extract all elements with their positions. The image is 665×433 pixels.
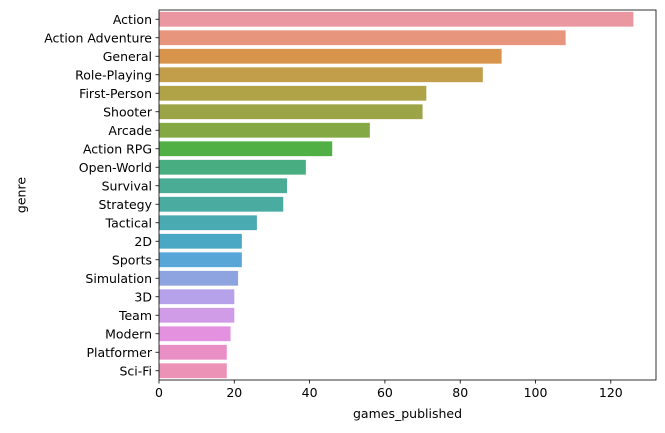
y-tick-label: Action RPG: [83, 141, 152, 156]
x-tick-label: 20: [226, 385, 242, 400]
x-tick-label: 40: [302, 385, 318, 400]
y-tick-labels: Action Action Adventure General Role-Playin…: [44, 12, 159, 378]
y-tick-label: Open-World: [79, 160, 152, 175]
bar-role-playing: [159, 67, 483, 83]
y-tick-label: Shooter: [103, 104, 153, 119]
y-tick-label: Sports: [112, 252, 152, 267]
y-tick-label: Team: [118, 308, 152, 323]
bar-platformer: [159, 344, 227, 360]
bar-sci-fi: [159, 363, 227, 379]
x-tick-label: 100: [524, 385, 548, 400]
bar-general: [159, 48, 502, 64]
axes-frame: [158, 9, 657, 381]
y-tick-label: Survival: [102, 178, 152, 193]
x-tick-label: 60: [377, 385, 393, 400]
y-tick-label: 2D: [134, 234, 152, 249]
bar-strategy: [159, 196, 284, 212]
y-tick-label: Action Adventure: [44, 30, 152, 45]
bar-first-person: [159, 85, 427, 101]
y-tick-label: Modern: [105, 326, 152, 341]
bar-survival: [159, 178, 288, 194]
bar-arcade: [159, 122, 370, 138]
y-tick-label: Platformer: [86, 345, 152, 360]
x-axis-label: games_published: [353, 406, 462, 421]
bar-action-adventure: [159, 30, 566, 46]
y-tick-label: General: [103, 49, 152, 64]
y-tick-label: Strategy: [98, 197, 152, 212]
bar-simulation: [159, 270, 239, 286]
x-tick-label: 0: [155, 385, 163, 400]
bars-group: [159, 11, 634, 379]
bar-team: [159, 307, 235, 323]
y-tick-label: Simulation: [85, 271, 152, 286]
bar-2d: [159, 233, 242, 249]
bar-modern: [159, 326, 231, 342]
y-tick-label: First-Person: [79, 86, 152, 101]
y-axis-label: genre: [14, 177, 29, 213]
y-tick-label: Arcade: [108, 123, 152, 138]
bar-tactical: [159, 215, 257, 231]
bar-action-rpg: [159, 141, 333, 157]
x-ticks: 0 20 40 60 80 100 120: [155, 380, 623, 400]
bar-shooter: [159, 104, 423, 120]
y-tick-label: 3D: [134, 289, 152, 304]
y-tick-label: Sci-Fi: [119, 363, 152, 378]
x-tick-label: 80: [452, 385, 468, 400]
y-tick-label: Tactical: [105, 215, 152, 230]
y-tick-label: Role-Playing: [75, 67, 152, 82]
x-tick-label: 120: [599, 385, 623, 400]
bar-open-world: [159, 159, 306, 175]
bar-sports: [159, 252, 242, 268]
bar-action: [159, 11, 634, 27]
bar-3d: [159, 289, 235, 305]
y-tick-label: Action: [113, 12, 152, 27]
